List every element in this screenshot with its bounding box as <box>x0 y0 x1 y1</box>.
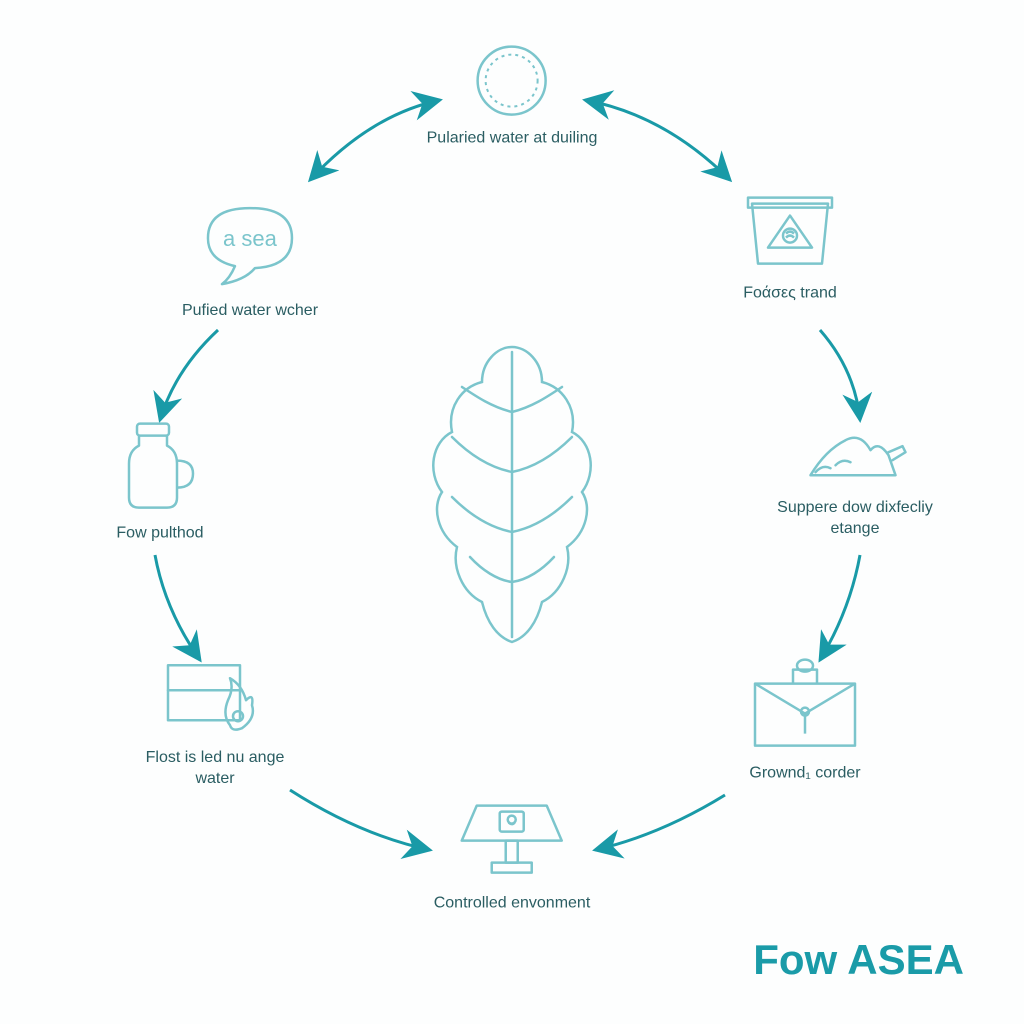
node-bottom-left: Flost is led nu ange water <box>125 650 305 790</box>
node-top-right-label: Foάσες trand <box>743 284 837 305</box>
node-right: Suppere dow dixfecliy etange <box>771 420 940 540</box>
node-left: Fow pulthod <box>115 416 205 545</box>
node-bottom-left-label: Flost is led nu ange water <box>125 748 305 790</box>
node-top: Pularied water at duiling <box>427 41 598 150</box>
brand-title: Fow ASEA <box>753 936 964 984</box>
node-top-right: Foάσες trand <box>740 186 840 305</box>
briefcase-icon <box>745 656 865 756</box>
pile-icon <box>800 420 910 490</box>
container-triangle-icon <box>740 186 840 276</box>
node-bottom: Controlled envonment <box>434 796 591 915</box>
circle-dotted-icon <box>472 41 552 121</box>
card-flame-icon <box>160 650 270 740</box>
center-leaf-icon <box>402 332 622 652</box>
node-right-label: Suppere dow dixfecliy etange <box>771 498 940 540</box>
node-top-left-label: Pufied water wcher <box>182 301 318 322</box>
diagram-container: Pularied water at duiling Foάσες trand <box>0 0 1024 1024</box>
speech-asea-icon: a sea <box>190 198 310 293</box>
node-bottom-label: Controlled envonment <box>434 894 591 915</box>
node-top-left: a sea Pufied water wcher <box>182 198 318 322</box>
monitor-stand-icon <box>452 796 572 886</box>
node-bottom-right-label: Grownd₁ corder <box>749 764 860 785</box>
speech-text: a sea <box>223 226 278 251</box>
node-left-label: Fow pulthod <box>116 524 203 545</box>
node-bottom-right: Grownd₁ corder <box>745 656 865 785</box>
node-top-label: Pularied water at duiling <box>427 129 598 150</box>
jar-icon <box>115 416 205 516</box>
